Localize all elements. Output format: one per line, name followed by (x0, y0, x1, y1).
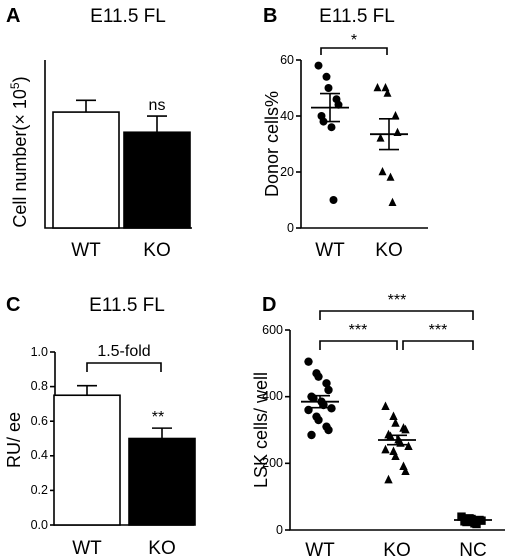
panel-c-bar-wt (53, 394, 121, 526)
panel-d-bracket-wt-ko (319, 340, 398, 350)
panel-c-ytick-04: 0.4 (31, 448, 48, 462)
panel-c-ytick-0: 0.0 (31, 518, 48, 532)
panel-b-title: E11.5 FL (319, 6, 395, 27)
panel-b-xtick-wt: WT (315, 240, 345, 261)
panel-c-fold-label: 1.5-fold (97, 343, 150, 360)
panel-b-ytick-60: 60 (280, 53, 294, 67)
panel-d-point-nc-8 (472, 519, 481, 529)
panel-a-ns-annotation: ns (149, 97, 166, 114)
panel-b-point-ko-2 (383, 88, 392, 97)
panel-label-d: D (262, 294, 276, 316)
panel-d-point-wt-4 (324, 385, 333, 395)
panel-b: B E11.5 FL Donor cells% 0 20 40 60 WT KO… (262, 5, 428, 261)
panel-b-point-ko-1 (381, 83, 390, 92)
panel-b-ytick-0: 0 (287, 221, 294, 235)
panel-c-fold-bracket (86, 362, 162, 372)
panel-b-point-wt-1 (322, 72, 331, 81)
panel-d-point-ko-12 (391, 451, 400, 461)
panel-b-point-ko-3 (391, 111, 400, 120)
panel-d-point-wt-2 (314, 372, 323, 381)
panel-c-ytick-06: 0.6 (31, 414, 48, 428)
panel-b-point-wt-7 (327, 123, 336, 132)
panel-b-significance-star: * (351, 32, 357, 49)
panel-d-stars-wt-nc: *** (388, 292, 407, 309)
panel-b-point-wt-0 (314, 61, 323, 70)
panel-b-point-ko-0 (373, 83, 382, 92)
panel-b-plot (296, 59, 408, 229)
panel-d-point-wt-9 (327, 404, 336, 413)
panel-d-ytick-200: 200 (262, 456, 283, 470)
panel-c: C E11.5 FL RU/ ee 0.0 0.2 0.4 0.6 0.8 1.… (4, 294, 196, 559)
panel-d-xtick-ko: KO (383, 540, 410, 559)
panel-d-point-ko-10 (381, 444, 390, 454)
panel-d-point-wt-14 (324, 425, 333, 435)
panel-d-axes (289, 330, 505, 531)
panel-a-xtick-ko: KO (143, 240, 170, 261)
panel-c-ytick-02: 0.2 (31, 483, 48, 497)
panel-d-point-ko-1 (389, 411, 398, 421)
panel-b-ylabel: Donor cells% (262, 91, 282, 197)
panel-c-title: E11.5 FL (89, 295, 165, 316)
panel-a-bar-ko (123, 131, 191, 229)
panel-label-b: B (263, 5, 277, 27)
panel-d-point-ko-14 (401, 466, 410, 476)
panel-b-point-ko-8 (388, 197, 397, 206)
panel-d-point-ko-15 (384, 474, 393, 484)
panel-d: D LSK cells/ well 0 200 400 600 WT KO NC… (251, 292, 505, 559)
panel-c-significance-stars: ** (152, 409, 164, 426)
panel-d-point-nc-6 (462, 517, 471, 527)
panel-d-point-ko-2 (391, 418, 400, 427)
panel-b-xtick-ko: KO (375, 240, 402, 261)
panel-d-ylabel: LSK cells/ well (251, 372, 271, 488)
panel-d-stars-wt-ko: *** (349, 322, 368, 339)
panel-d-point-wt-3 (322, 379, 331, 388)
panel-c-plot (50, 351, 196, 526)
panel-b-point-ko-6 (378, 167, 387, 176)
panel-c-ytick-08: 0.8 (31, 379, 48, 393)
panel-b-point-wt-2 (324, 84, 333, 92)
panel-c-ylabel: RU/ ee (4, 412, 24, 468)
panel-b-ytick-20: 20 (280, 165, 294, 179)
panel-a-xtick-wt: WT (71, 240, 101, 261)
panel-d-plot (285, 329, 492, 531)
panel-d-ytick-0: 0 (276, 523, 283, 537)
panel-b-point-wt-8 (329, 196, 338, 204)
panel-label-c: C (6, 294, 20, 316)
panel-c-ytick-10: 1.0 (31, 345, 48, 359)
panel-a: A E11.5 FL Cell number(× 105) WT KO ns (6, 5, 192, 261)
panel-d-ytick-600: 600 (262, 323, 283, 337)
panel-a-plot (52, 99, 191, 229)
panel-c-bar-ko (128, 437, 196, 526)
panel-d-stars-ko-nc: *** (429, 322, 448, 339)
panel-d-point-wt-0 (304, 357, 313, 366)
panel-label-a: A (6, 5, 20, 27)
panel-a-ylabel: Cell number(× 105) (8, 76, 30, 227)
panel-b-axes (300, 60, 428, 229)
panel-a-title: E11.5 FL (90, 6, 166, 27)
panel-d-bracket-ko-nc (402, 340, 474, 350)
panel-d-point-wt-12 (314, 415, 323, 425)
panel-d-xtick-nc: NC (459, 540, 486, 559)
panel-b-point-ko-7 (386, 172, 395, 181)
panel-b-ytick-40: 40 (280, 109, 294, 123)
panel-d-ytick-400: 400 (262, 389, 283, 403)
panel-d-point-ko-9 (404, 441, 413, 451)
panel-d-bracket-wt-nc (319, 310, 474, 320)
panel-c-xtick-ko: KO (148, 538, 175, 559)
panel-b-significance-bracket (320, 47, 388, 55)
panel-d-point-ko-4 (401, 424, 410, 434)
panel-b-point-ko-5 (376, 133, 385, 142)
panel-c-xtick-wt: WT (72, 538, 102, 559)
panel-d-point-nc-0 (457, 512, 466, 521)
panel-d-point-ko-0 (381, 401, 390, 411)
panel-d-xtick-wt: WT (305, 540, 335, 559)
panel-d-point-wt-15 (307, 430, 316, 440)
panel-a-bar-wt (52, 111, 120, 229)
